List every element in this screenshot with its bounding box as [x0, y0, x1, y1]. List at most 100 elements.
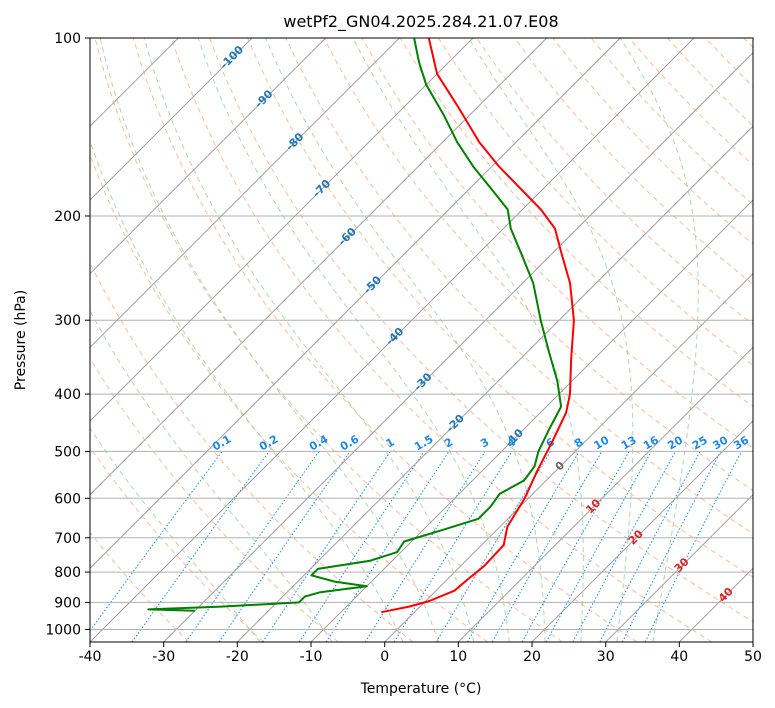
y-axis-label: Pressure (hPa) [13, 290, 29, 390]
y-tick-label: 100 [54, 31, 81, 47]
dry-adiabat-line [552, 38, 753, 245]
isotherm-line [310, 199, 753, 642]
isotherm-line [531, 420, 753, 642]
profile-lines [147, 38, 575, 614]
dry-adiabat-line [170, 38, 712, 642]
dry-adiabat-line [476, 38, 753, 326]
dry-adiabat-line [743, 38, 753, 49]
mixing-ratio-line [131, 451, 270, 642]
mixing-ratio-line [644, 451, 742, 642]
dry-adiabat-line [94, 38, 563, 642]
mixing-ratio-label: 30 [711, 433, 731, 452]
dry-adiabat-line [209, 38, 753, 623]
moist-adiabat-line [90, 427, 261, 642]
x-tick-label: 20 [523, 649, 541, 665]
mixing-ratio-label: 16 [641, 433, 661, 452]
isotherm-line [678, 567, 753, 642]
dry-adiabat-line [90, 153, 488, 642]
isotherm-line [457, 346, 753, 642]
y-tick-label: 600 [54, 491, 81, 507]
mixing-ratio-line [90, 451, 223, 632]
plot-frame [89, 37, 754, 643]
dry-adiabat-line [514, 38, 753, 285]
y-tick-label: 700 [54, 531, 81, 547]
mixing-ratio-label: 0.6 [338, 432, 362, 453]
x-tick-label: -20 [226, 649, 249, 665]
mixing-ratio-label: 20 [665, 433, 685, 452]
x-tick-label: 40 [670, 649, 688, 665]
pressure-gridlines [90, 38, 753, 630]
dry-adiabat-line [437, 38, 753, 366]
dry-adiabat-line [132, 38, 638, 642]
chart-title: wetPf2_GN04.2025.284.21.07.E08 [283, 12, 558, 32]
isotherm-line [752, 641, 753, 642]
mixing-ratio-label: 25 [690, 434, 710, 453]
mixing-ratio-line [599, 451, 701, 642]
x-tick-label: 10 [449, 649, 467, 665]
y-tick-label: 200 [54, 209, 81, 225]
dry-adiabat-line [667, 38, 753, 127]
dry-adiabat-line [705, 38, 753, 88]
isotherm-line [90, 38, 253, 201]
moist-adiabat-line [99, 38, 439, 642]
x-tick-label: -30 [152, 649, 175, 665]
background-lines [90, 38, 753, 642]
mixing-ratio-label: 36 [731, 433, 751, 452]
isotherm-line [90, 38, 548, 496]
mixing-ratio-line [435, 451, 552, 642]
mixing-ratio-label: 3 [478, 435, 491, 450]
mixing-ratio-line [325, 451, 450, 642]
x-tick-label: 0 [380, 649, 389, 665]
moist-adiabat-line [90, 139, 404, 642]
y-axis-ticks: 100 200 300 400 500 600 700 800 900 1000 [45, 31, 90, 639]
isotherm-line [384, 272, 753, 642]
mixing-ratio-line [393, 451, 513, 642]
y-tick-label: 1000 [45, 623, 81, 639]
x-axis-ticks: -40 -30 -20 -10 0 10 20 30 40 50 [79, 642, 762, 665]
isotherm-line [163, 51, 753, 642]
y-tick-label: 900 [54, 595, 81, 611]
isotherm-line [236, 125, 753, 642]
moist-adiabat-line [143, 38, 475, 642]
dry-adiabat-line [90, 531, 190, 642]
isotherm-line [605, 493, 753, 642]
mixing-ratio-label: 0.4 [307, 432, 331, 453]
isotherm-labels: -100-90-80-70-60-50-40-30-20-10 [218, 43, 527, 450]
temperature-profile-line [381, 38, 575, 614]
y-tick-label: 300 [54, 313, 81, 329]
mixing-ratio-label: 0.1 [210, 432, 233, 453]
dry-adiabat-line [90, 446, 264, 642]
moist-adiabat-line [265, 38, 546, 642]
x-axis-label: Temperature (°C) [360, 681, 482, 697]
mixing-ratio-labels: 0.1 0.2 0.4 0.6 1 1.5 2 3 4 6 8 10 13 16 20 25 30 36 [210, 432, 751, 453]
mixing-ratio-line [218, 451, 351, 642]
x-tick-label: -40 [79, 649, 102, 665]
dry-adiabat-line [399, 38, 753, 408]
mixing-ratio-label: 2 [442, 435, 455, 450]
x-tick-label: 50 [744, 649, 762, 665]
moist-adiabat-line [90, 309, 333, 642]
mixing-ratio-line [298, 451, 425, 642]
mixing-ratio-line [572, 451, 676, 642]
isotherm-line [90, 38, 327, 275]
mixing-ratio-line [364, 451, 486, 642]
mixing-ratio-line [185, 451, 320, 642]
y-tick-label: 800 [54, 565, 81, 581]
y-tick-label: 500 [54, 444, 81, 460]
dewpoint-profile-line [147, 38, 563, 612]
mixing-ratio-label: 1 [384, 435, 397, 450]
dry-adiabat-line [90, 357, 339, 642]
isotherm-line [90, 38, 474, 422]
y-tick-label: 400 [54, 387, 81, 403]
moist-adiabat-line [619, 38, 699, 642]
dry-adiabat-line [590, 38, 753, 206]
moist-adiabat-line [352, 38, 584, 642]
dry-adiabat-line [90, 261, 414, 642]
mixing-ratio-label: 10 [592, 433, 612, 452]
isotherm-line [90, 38, 695, 642]
moist-adiabat-line [468, 38, 634, 642]
mixing-ratio-line [521, 451, 630, 642]
mixing-ratio-line [545, 451, 652, 642]
x-tick-label: -10 [300, 649, 323, 665]
